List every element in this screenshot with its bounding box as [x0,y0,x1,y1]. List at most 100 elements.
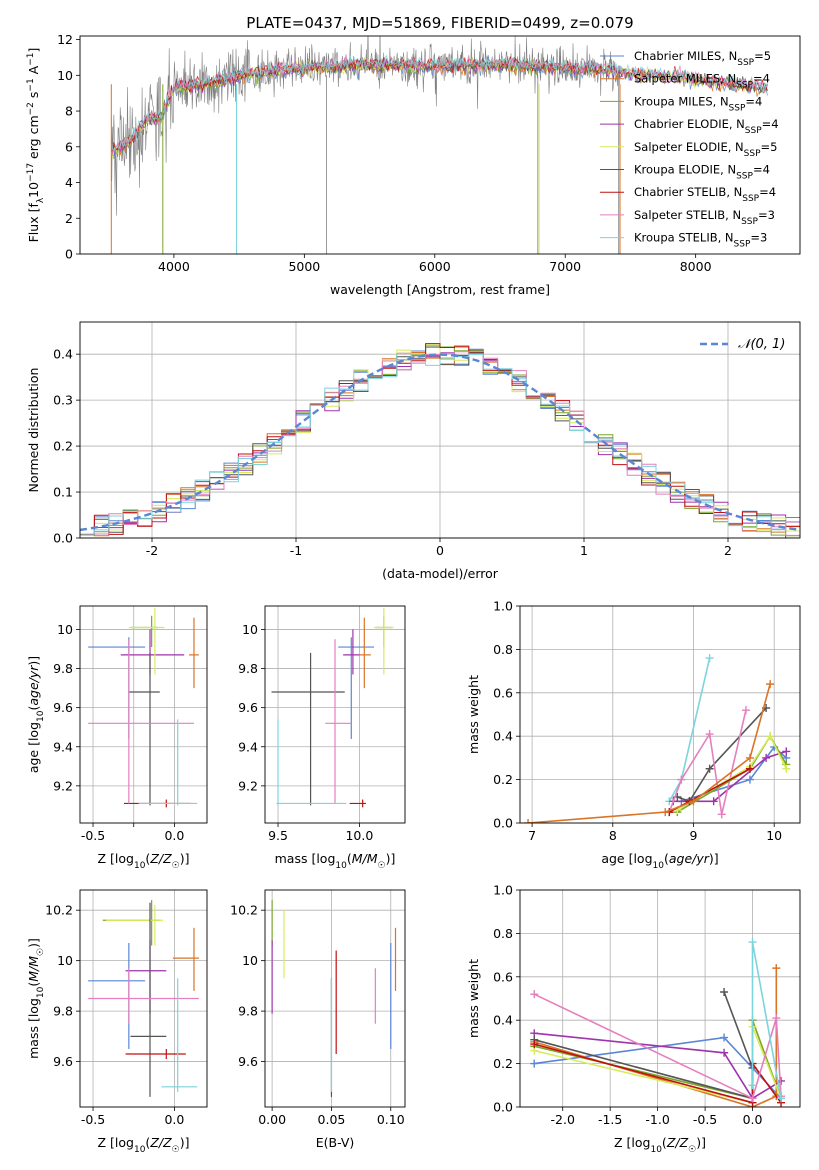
y-tick-label: 9.6 [238,1054,258,1069]
errorbar-point [374,607,394,675]
weight-marker [772,1014,781,1023]
y-tick-label: 1.0 [493,599,513,614]
weight-marker [772,964,781,973]
y-tick-label: 0.0 [53,531,73,546]
y-tick-label: 9.8 [238,661,258,676]
legend-entry: Kroupa STELIB, NSSP=3 [634,231,767,250]
panel-weight-vs-Z: -2.0 -1.5 -1.0 -0.5 0.0 0.0 0.2 0.4 0.6 0.8 1.0 mas… [466,883,801,1155]
panel-age-vs-Z: -0.5 0.0 9.2 9.4 9.6 9.8 10 Z [log10(Z/Z☉)] age … [26,605,208,871]
errorbar-point [343,629,360,675]
y-tick-label: 0.2 [53,439,73,454]
normal-curve [80,353,798,532]
errorbar-point [88,639,194,804]
weight-marker [766,680,775,689]
weight-marker [777,1094,786,1103]
y-tick-label: 9.8 [53,661,73,676]
x-axis-label: age [log10(age/yr)] [601,851,718,871]
y-tick-label: 0.0 [493,816,513,831]
axes-frame [79,605,208,824]
histogram-step [80,343,800,535]
axes-frame [79,35,801,255]
weight-marker [677,775,686,784]
y-axis-label: mass weight [466,675,481,754]
x-tick-label: 0.05 [318,1112,346,1127]
errorbar-point [271,652,345,806]
y-tick-label: 0.2 [493,1056,513,1071]
y-tick-label: 10.2 [45,903,73,918]
weight-line [533,993,782,1100]
plot-area [88,607,199,808]
x-tick-label: -0.5 [693,1112,717,1127]
weight-marker [524,819,533,823]
x-tick-label: 9.5 [268,828,288,843]
errorbar-point [106,905,164,946]
y-tick-label: 10 [57,622,73,637]
x-tick-label: 1 [580,543,588,558]
weight-series [524,680,775,823]
weight-marker [766,732,775,741]
weight-series [665,654,714,806]
weight-line [534,1032,782,1100]
x-tick-label: 0 [436,543,444,558]
weight-marker [745,753,754,762]
errorbar-point [138,719,198,806]
weight-marker [661,808,670,817]
panel-age-vs-mass: 9.5 10.0 9.2 9.4 9.6 9.8 10 mass [log10(M/M☉)] [238,605,406,871]
weight-marker [709,797,718,806]
errorbar-point [276,719,347,806]
y-tick-label: 0 [65,247,73,262]
y-tick-label: 10 [57,68,73,83]
y-tick-label: 8 [65,104,73,119]
weight-marker [705,764,714,773]
x-axis-label: Z [log10(Z/Z☉)] [614,1135,706,1155]
weight-line [528,683,771,823]
errorbar-point [128,607,165,675]
legend: Chabrier MILES, NSSP=5 Salpeter MILES, NS… [600,49,779,250]
y-tick-label: 0.6 [493,685,513,700]
y-axis-label: Flux [fλ10−17 erg cm−2 s−1 A−1] [26,48,46,243]
legend-entry: Kroupa MILES, NSSP=4 [634,94,762,113]
x-tick-label: -2 [146,543,158,558]
x-tick-label: 0.0 [743,1112,763,1127]
grid [520,605,800,824]
y-tick-label: 2 [65,211,73,226]
x-axis-label: wavelength [Angstrom, rest frame] [330,282,550,297]
y-tick-label: 9.2 [238,778,258,793]
y-tick-label: 0.3 [53,393,73,408]
plot-area [80,343,800,538]
model-fit-line [110,54,768,154]
errorbar-point [130,615,159,648]
model-fit-line [110,54,768,152]
legend-entry: Salpeter STELIB, NSSP=3 [634,208,775,227]
x-tick-label: -1 [290,543,302,558]
weight-series [530,990,786,1103]
errorbar-point [125,1048,186,1060]
x-axis-label: (data-model)/error [382,566,499,581]
legend-entry: Kroupa ELODIE, NSSP=4 [634,163,770,182]
y-axis-label: mass weight [466,959,481,1038]
legend-entry: Chabrier STELIB, NSSP=4 [634,185,776,204]
x-axis-label: mass [log10(M/M☉)] [275,851,396,871]
weight-series [530,964,781,1107]
axes-frame [79,889,208,1108]
weight-marker [748,1094,757,1103]
y-axis-label: mass [log10(M/M☉)] [26,938,46,1059]
errorbar-point [325,639,352,804]
weight-marker [782,764,791,773]
weight-marker [689,797,698,806]
errorbar-point [359,617,371,689]
y-tick-label: 0.1 [53,485,73,500]
legend-entry: Chabrier ELODIE, NSSP=4 [634,117,779,136]
weight-series [748,938,786,1103]
x-tick-label: 5000 [288,259,320,274]
errorbar-point [338,637,375,739]
x-tick-label: 7 [528,828,536,843]
x-tick-label: 8000 [680,259,712,274]
y-tick-label: 9.4 [238,739,258,754]
y-tick-label: 0.2 [493,772,513,787]
plot-area [88,900,199,1097]
x-tick-label: -0.5 [81,828,105,843]
y-tick-label: 10 [242,953,258,968]
axes-frame [519,605,801,824]
weight-marker [762,753,771,762]
